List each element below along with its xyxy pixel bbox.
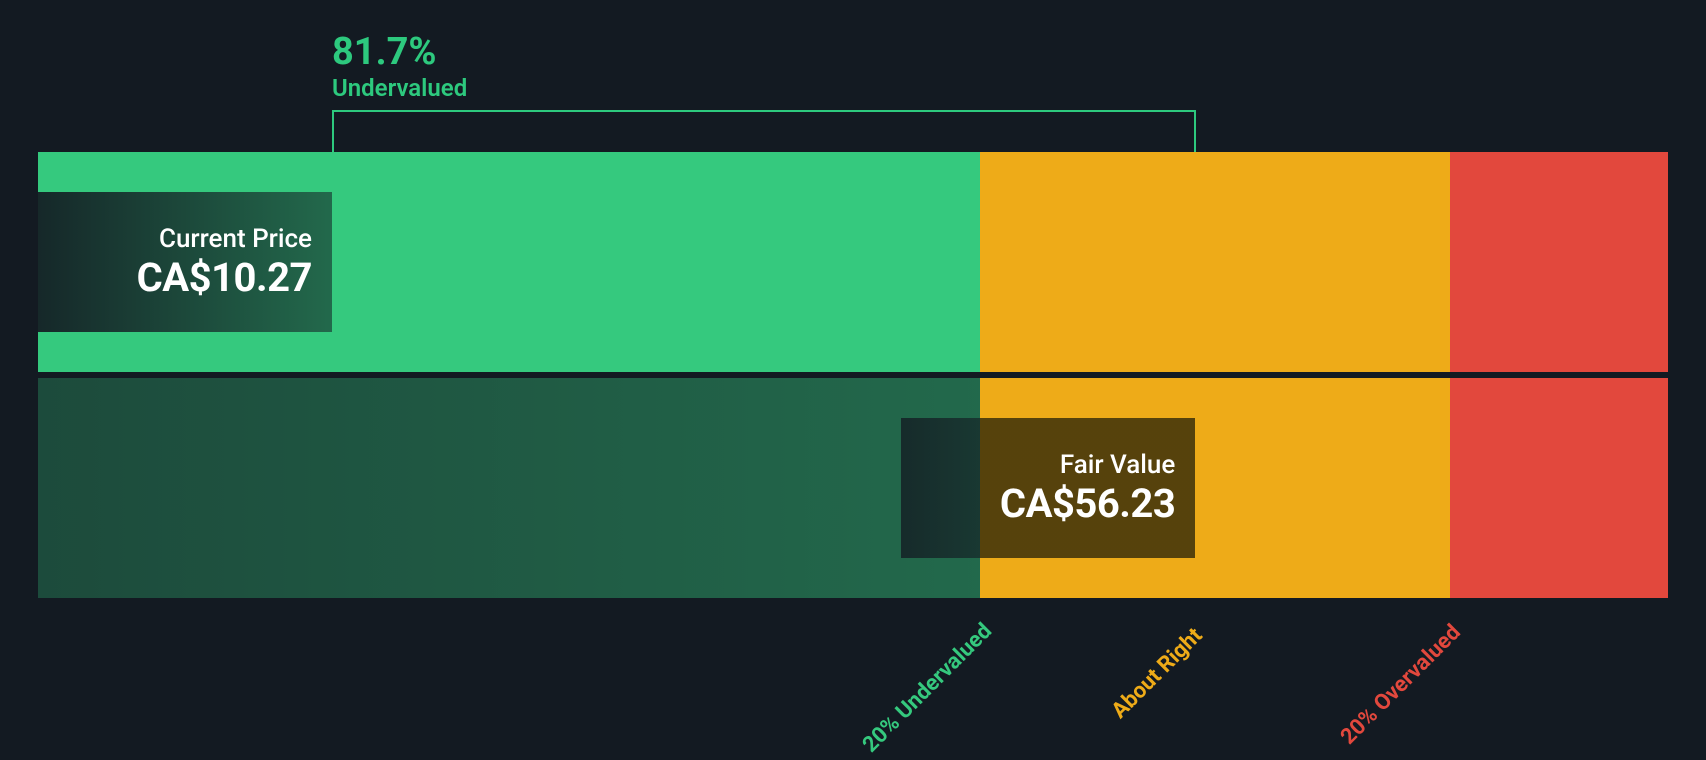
valuation-bracket [332,110,1196,152]
axis-label-1: About Right [1107,623,1207,723]
fair-value-label: Fair Value [901,450,1175,480]
fair-value-box: Fair ValueCA$56.23 [901,418,1195,558]
current-price-value: CA$10.27 [38,254,312,301]
current-price-box: Current PriceCA$10.27 [38,192,332,332]
row2-green-shade [38,378,980,598]
segment-overvalued [1450,378,1668,598]
axis-label-2: 20% Overvalued [1336,620,1466,750]
current-price-label: Current Price [38,224,312,254]
segment-overvalued [1450,152,1668,372]
fair-value-value: CA$56.23 [901,480,1175,527]
valuation-headline-subtitle: Undervalued [332,74,467,102]
valuation-headline-percent: 81.7% [332,30,437,74]
axis-label-0: 20% Undervalued [858,619,997,758]
segment-about_right [980,152,1449,372]
